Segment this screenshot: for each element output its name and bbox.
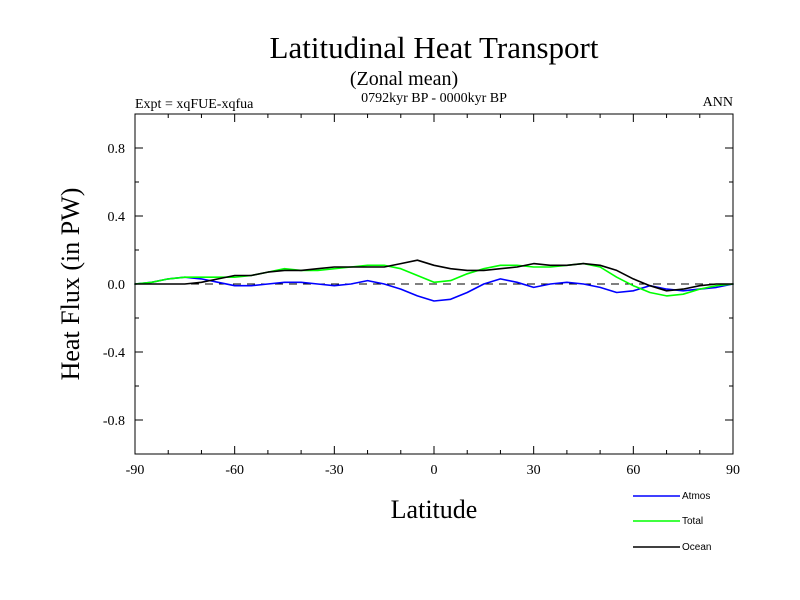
series-line-total	[134, 262, 734, 297]
x-tick-label: -60	[225, 463, 244, 478]
axis-ticks: -90 -60 -30 0 30 60 90 -0.8 -0.4 0.0 0.4 0.8	[103, 113, 740, 478]
legend-label-total: Total	[682, 516, 703, 527]
chart-subtitle: (Zonal mean)	[350, 68, 458, 90]
experiment-label: Expt = xqFUE-xqfua	[135, 97, 254, 112]
period-label: 0792kyr BP - 0000kyr BP	[361, 91, 507, 106]
y-tick-label: 0.4	[108, 210, 126, 225]
legend-label-ocean: Ocean	[682, 542, 711, 553]
y-tick-label: 0.0	[108, 278, 126, 293]
chart-title: Latitudinal Heat Transport	[270, 30, 599, 65]
data-series	[134, 259, 734, 302]
legend-label-atmos: Atmos	[682, 491, 710, 502]
x-tick-label: -30	[325, 463, 344, 478]
y-axis-label: Heat Flux (in PW)	[56, 188, 85, 381]
x-axis-label: Latitude	[391, 495, 478, 524]
plot-frame	[134, 113, 734, 455]
series-line-ocean	[134, 259, 734, 292]
x-tick-label: 60	[626, 463, 640, 478]
x-tick-label: -90	[126, 463, 145, 478]
x-tick-label: 90	[726, 463, 740, 478]
y-tick-label: -0.4	[103, 346, 125, 361]
season-label: ANN	[703, 95, 733, 110]
series-line-atmos	[134, 276, 734, 302]
y-tick-label: -0.8	[103, 414, 125, 429]
x-tick-label: 0	[431, 463, 438, 478]
x-tick-label: 30	[527, 463, 541, 478]
y-tick-label: 0.8	[108, 142, 126, 157]
legend: Atmos Total Ocean	[633, 491, 711, 553]
